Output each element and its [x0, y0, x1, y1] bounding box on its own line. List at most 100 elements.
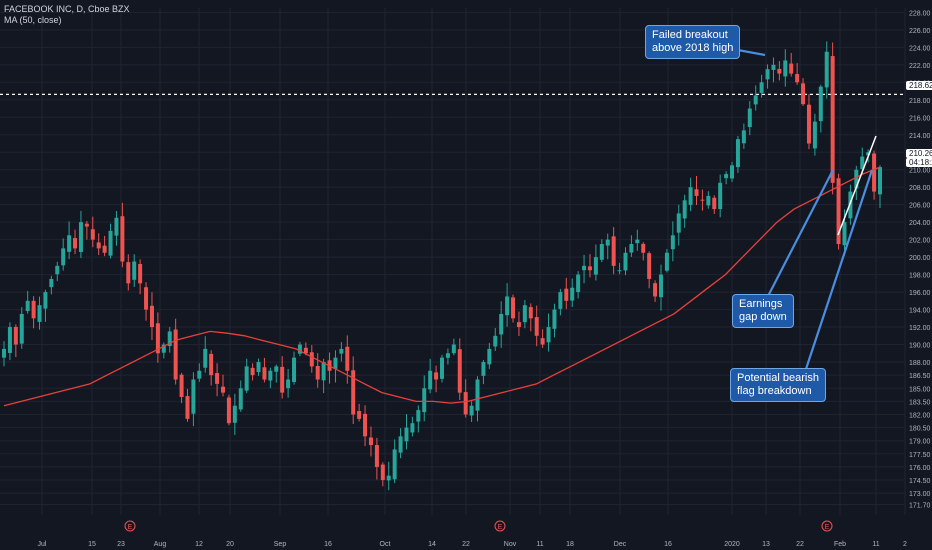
x-tick-label: Feb — [834, 541, 846, 548]
callout-earnings-gap[interactable]: Earnings gap down — [732, 294, 794, 328]
candle-body — [842, 222, 847, 246]
callout-arrow — [801, 169, 874, 379]
x-tick-label: 20 — [226, 541, 234, 548]
candle-body — [670, 235, 675, 250]
candle-body — [315, 365, 320, 380]
candle-body — [149, 305, 154, 328]
candle-body — [25, 300, 30, 311]
candle-body — [404, 427, 409, 442]
candle-body — [505, 296, 510, 316]
y-tick-label: 182.00 — [909, 412, 931, 419]
candle-body — [706, 195, 711, 206]
candle-body — [67, 235, 72, 252]
candle-body — [197, 370, 202, 379]
candle-body — [730, 165, 735, 179]
candle-body — [771, 64, 776, 70]
candle-body — [96, 242, 101, 249]
y-tick-label: 196.00 — [909, 290, 931, 297]
y-tick-label: 218.00 — [909, 98, 931, 105]
countdown-tag: 04:18:23 — [906, 158, 932, 167]
candle-body — [830, 56, 835, 183]
candle-body — [558, 292, 563, 309]
candle-body — [765, 69, 770, 80]
y-tick-label: 198.00 — [909, 273, 931, 280]
candle-body — [475, 379, 480, 411]
candle-body — [351, 370, 356, 415]
candle-body — [321, 362, 326, 381]
x-tick-label: 12 — [195, 541, 203, 548]
x-tick-label: 11 — [536, 541, 543, 548]
candle-body — [582, 265, 587, 271]
candle-body — [682, 200, 687, 219]
candle-body — [90, 229, 95, 240]
x-tick-label: 15 — [88, 541, 96, 548]
y-tick-label: 190.00 — [909, 343, 931, 350]
candle-body — [552, 309, 557, 329]
candle-body — [357, 411, 362, 419]
callout-bearish-flag[interactable]: Potential bearish flag breakdown — [730, 368, 826, 402]
candle-body — [244, 366, 249, 391]
candle-body — [55, 265, 60, 275]
x-tick-label: 22 — [462, 541, 470, 548]
callout-failed-breakout[interactable]: Failed breakout above 2018 high — [645, 25, 741, 59]
y-tick-label: 171.70 — [909, 503, 931, 510]
candle-body — [854, 169, 859, 189]
y-tick-label: 224.00 — [909, 45, 931, 52]
y-tick-label: 186.50 — [909, 373, 931, 380]
y-tick-label: 204.00 — [909, 220, 931, 227]
candle-body — [221, 386, 225, 393]
flag-line — [837, 135, 877, 236]
candle-body — [49, 278, 54, 288]
candle-body — [836, 178, 841, 245]
earnings-marker — [494, 520, 506, 532]
x-tick-label: Aug — [154, 541, 167, 548]
x-tick-label: 18 — [566, 541, 574, 548]
x-tick-label: 2020 — [724, 541, 740, 548]
candle-body — [84, 223, 89, 227]
candle-body — [144, 287, 149, 310]
candle-body — [238, 388, 243, 410]
candle-body — [860, 156, 865, 169]
candle-body — [333, 357, 338, 369]
earnings-marker-label: E — [825, 524, 830, 531]
candle-body — [806, 104, 811, 144]
earnings-marker — [124, 520, 136, 532]
candle-body — [629, 244, 634, 253]
moving-average-line — [3, 166, 881, 407]
candle-body — [688, 187, 693, 205]
candle-body — [499, 313, 504, 335]
y-tick-label: 180.50 — [909, 426, 931, 433]
candle-body — [19, 313, 24, 344]
candle-body — [747, 108, 752, 128]
candle-body — [179, 374, 184, 397]
earnings-marker-label: E — [128, 524, 133, 531]
candle-body — [43, 292, 48, 309]
chart-legend: FACEBOOK INC, D, Cboe BZX MA (50, close) — [4, 4, 130, 26]
x-tick-label: 2 — [903, 541, 907, 548]
candle-body — [78, 222, 83, 253]
x-tick-label: 23 — [117, 541, 125, 548]
candle-body — [653, 283, 658, 297]
earnings-marker-label: E — [498, 524, 503, 531]
candle-body — [31, 300, 36, 319]
candle-body — [398, 436, 403, 453]
y-tick-label: 222.00 — [909, 63, 931, 70]
candle-body — [268, 370, 273, 381]
candle-body — [434, 372, 439, 380]
x-tick-label: Oct — [380, 541, 391, 548]
candle-body — [463, 392, 468, 415]
candle-body — [540, 338, 545, 345]
candle-body — [108, 230, 113, 256]
x-tick-label: 14 — [428, 541, 436, 548]
candle-body — [789, 63, 794, 74]
x-tick-label: Nov — [504, 541, 517, 548]
candle-body — [469, 405, 474, 416]
y-tick-label: 173.00 — [909, 491, 931, 498]
candle-body — [801, 83, 806, 105]
candle-body — [102, 245, 107, 253]
candle-body — [309, 352, 314, 367]
x-tick-label: Jul — [38, 541, 47, 548]
candle-body — [647, 253, 652, 279]
candle-body — [345, 346, 350, 371]
